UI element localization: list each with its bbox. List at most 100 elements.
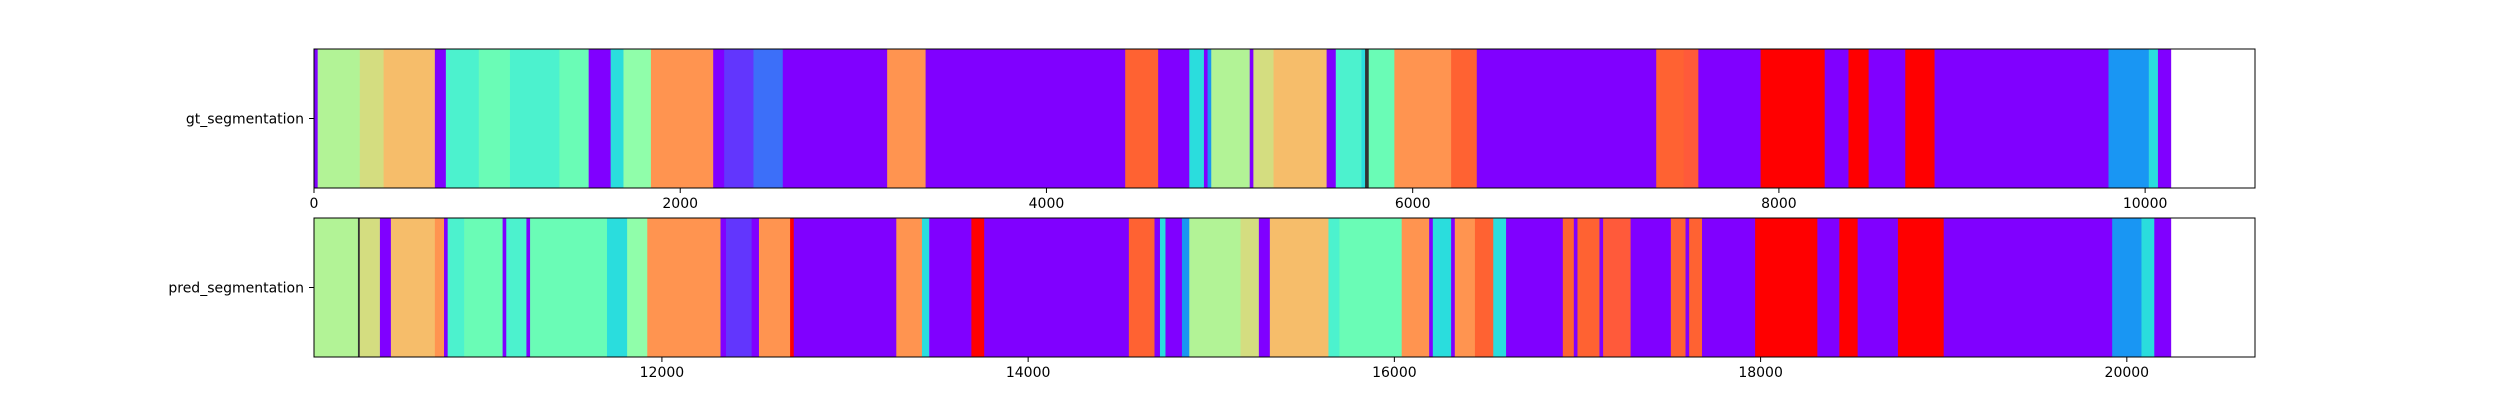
segment-bar xyxy=(434,49,447,188)
x-tick-label: 12000 xyxy=(640,365,685,381)
segment-bar xyxy=(1603,218,1631,357)
segment-bar xyxy=(1474,218,1494,357)
segment-bar xyxy=(1326,49,1337,188)
segment-bar xyxy=(509,49,560,188)
segment-bar xyxy=(1189,218,1241,357)
segment-bar xyxy=(1253,49,1274,188)
segment-bar xyxy=(984,218,1130,357)
segment-bar xyxy=(464,218,504,357)
segment-bar xyxy=(1857,218,1899,357)
segment-bar xyxy=(447,218,465,357)
segment-bar xyxy=(1817,218,1840,357)
segment-bar xyxy=(390,218,436,357)
segment-bar xyxy=(1698,49,1761,188)
segment-bar xyxy=(887,49,926,188)
segment-bar xyxy=(1159,218,1166,357)
segment-bar xyxy=(478,49,511,188)
x-tick-label: 20000 xyxy=(2105,365,2150,381)
segment-bar xyxy=(925,49,1126,188)
segment-bar xyxy=(359,49,384,188)
segment-bar xyxy=(1755,218,1818,357)
segment-bar xyxy=(1454,218,1476,357)
segment-bar xyxy=(1258,218,1271,357)
y-tick-label: pred_segmentation xyxy=(168,281,304,297)
segment-bar xyxy=(1269,218,1329,357)
segment-bar xyxy=(1365,49,1370,188)
segment-bar xyxy=(1848,49,1870,188)
segment-bar xyxy=(588,49,612,188)
x-tick-label: 6000 xyxy=(1395,196,1431,212)
segment-bar xyxy=(1394,49,1452,188)
segment-bar xyxy=(1361,49,1366,188)
segment-bar xyxy=(530,218,608,357)
y-tick-label: gt_segmentation xyxy=(186,112,304,128)
segment-bar xyxy=(2108,49,2150,188)
segment-bar xyxy=(1685,218,1690,357)
segment-bar xyxy=(1273,49,1328,188)
segment-bar xyxy=(1824,49,1849,188)
segment-bar xyxy=(526,218,531,357)
segment-bar xyxy=(724,49,754,188)
segment-bar xyxy=(2157,49,2172,188)
segment-bar xyxy=(1760,49,1826,188)
segment-bar xyxy=(1401,218,1430,357)
segment-bar xyxy=(971,218,985,357)
segment-bar xyxy=(751,218,760,357)
segment-bar xyxy=(1128,218,1155,357)
segment-bar xyxy=(1573,218,1578,357)
segment-bar xyxy=(314,49,319,188)
segment-bar xyxy=(790,218,795,357)
x-tick-label: 4000 xyxy=(1029,196,1065,212)
segment-bar xyxy=(2154,218,2172,357)
segment-bar xyxy=(1943,218,2113,357)
segment-bar xyxy=(1868,49,1906,188)
segment-bar xyxy=(1432,218,1452,357)
segment-bar xyxy=(623,49,652,188)
segment-bar xyxy=(359,218,381,357)
segment-bar xyxy=(1335,49,1362,188)
segment-bar xyxy=(1207,49,1212,188)
x-tick-label: 2000 xyxy=(662,196,698,212)
segment-bar xyxy=(1240,218,1260,357)
segment-bar xyxy=(753,49,784,188)
segment-bar xyxy=(434,218,445,357)
segment-bar xyxy=(1165,218,1183,357)
x-tick-label: 0 xyxy=(310,196,319,212)
x-tick-label: 14000 xyxy=(1006,365,1051,381)
segmentation-panel-1: pred_segmentation 12000 14000 16000 18000 200… xyxy=(168,217,2256,381)
segmentation-panel-0: gt_segmentation 0 2000 4000 6000 8000 10000 xyxy=(186,48,2256,212)
segment-bar xyxy=(1211,49,1251,188)
segment-bar xyxy=(1630,218,1672,357)
segment-bar xyxy=(1476,49,1657,188)
segment-bar xyxy=(1154,218,1161,357)
segment-bar xyxy=(1328,218,1340,357)
segment-bar xyxy=(357,218,361,357)
segment-bar xyxy=(383,49,436,188)
segment-bar xyxy=(610,49,624,188)
segment-bar xyxy=(2112,218,2142,357)
x-tick-label: 8000 xyxy=(1761,196,1797,212)
segment-bar xyxy=(929,218,972,357)
segment-bar xyxy=(782,49,888,188)
segment-bar xyxy=(1189,49,1205,188)
segment-bar xyxy=(726,218,753,357)
segment-bar xyxy=(445,49,480,188)
segment-bar xyxy=(1181,218,1190,357)
segment-bar xyxy=(379,218,392,357)
segment-bar xyxy=(1839,218,1859,357)
segment-bar xyxy=(1599,218,1604,357)
segment-bar xyxy=(1562,218,1575,357)
segment-bar xyxy=(793,218,897,357)
segment-bar xyxy=(1701,218,1756,357)
segment-bar xyxy=(1656,49,1685,188)
segment-bar xyxy=(502,218,507,357)
segment-bar xyxy=(627,218,648,357)
segment-bar xyxy=(1158,49,1190,188)
segment-bar xyxy=(1249,49,1254,188)
segment-bar xyxy=(647,218,721,357)
segment-bar xyxy=(921,218,930,357)
segment-bar xyxy=(1451,218,1456,357)
segment-bar xyxy=(1689,218,1703,357)
segment-bar xyxy=(1125,49,1159,188)
